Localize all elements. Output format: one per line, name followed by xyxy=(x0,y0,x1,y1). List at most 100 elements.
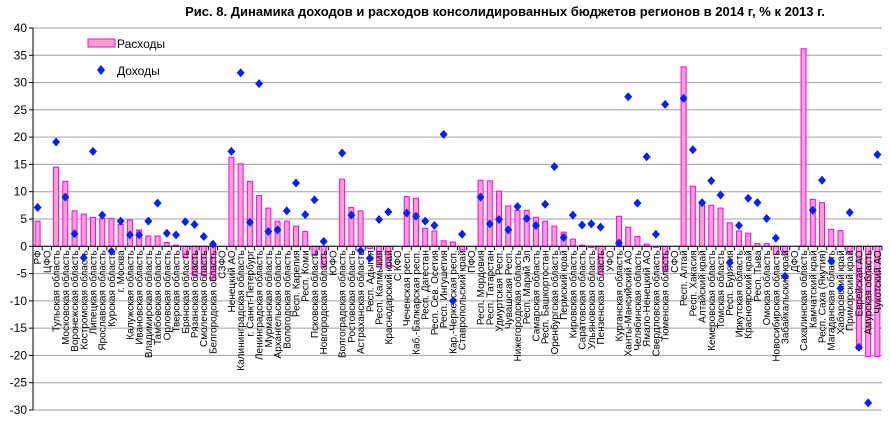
expense-bar xyxy=(237,163,244,247)
category-label: Рязанская область xyxy=(189,250,201,338)
revenue-marker xyxy=(541,199,550,209)
category-label: Ярославская область xyxy=(97,250,109,350)
revenue-marker xyxy=(698,198,707,208)
category-label: Брянская область xyxy=(180,250,192,333)
expense-bar xyxy=(440,240,447,247)
category-label: Ульяновская область xyxy=(586,250,598,349)
expense-bar xyxy=(819,202,826,247)
category-label: Респ. Карелия xyxy=(292,250,303,317)
y-tick-label: 30 xyxy=(14,76,28,90)
category-label: Респ. Бурятия xyxy=(725,250,736,315)
revenue-marker xyxy=(485,219,494,229)
category-label: г. Санкт-Петербург xyxy=(244,250,256,337)
revenue-marker xyxy=(633,198,642,208)
category-label: Респ. Ингушетия xyxy=(439,250,450,328)
category-label: Тамбовская область xyxy=(152,250,164,345)
category-label: Новосибирская область xyxy=(770,250,782,361)
y-tick-label: -30 xyxy=(10,403,28,417)
revenue-marker xyxy=(70,229,79,239)
expense-bar xyxy=(459,245,466,251)
category-label: Чукотский АО xyxy=(873,250,884,314)
category-label: Московская область xyxy=(60,250,72,345)
category-label: Кировская область xyxy=(567,250,579,338)
revenue-marker xyxy=(716,190,725,200)
category-label: С КФО xyxy=(393,250,404,281)
gridlines xyxy=(33,27,882,411)
category-label: Свердловская область xyxy=(650,250,662,356)
expense-bar xyxy=(735,230,742,247)
category-label: РФ xyxy=(33,250,44,265)
category-label: Магаданская область xyxy=(826,250,838,350)
category-label: СЗФО xyxy=(218,250,229,279)
revenue-marker xyxy=(162,228,171,238)
revenue-marker xyxy=(854,342,863,352)
revenue-marker xyxy=(513,201,522,211)
category-label: Псковская область xyxy=(309,250,321,338)
y-tick-label: 35 xyxy=(14,48,28,62)
revenue-marker xyxy=(88,146,97,156)
category-label: Респ. Башкортостан xyxy=(541,250,552,344)
revenue-marker xyxy=(301,210,310,220)
category-label: Саратовская область xyxy=(577,250,589,349)
category-label: Томская область xyxy=(715,250,727,328)
expense-bar xyxy=(71,210,78,247)
revenue-marker xyxy=(245,217,254,227)
category-label: Каб.-Балкарская респ. xyxy=(410,250,422,355)
category-label: Архангельская область xyxy=(272,250,284,358)
category-label: УФО xyxy=(605,250,616,272)
expense-bar xyxy=(62,180,69,247)
category-label: Респ. Сев. Осетия xyxy=(430,250,441,335)
x-axis xyxy=(32,245,883,251)
expense-bar xyxy=(403,196,410,247)
revenue-marker xyxy=(753,198,762,208)
category-label: Омская область xyxy=(761,250,773,325)
category-label: Респ. Коми xyxy=(301,250,312,302)
revenue-marker xyxy=(448,296,457,306)
expense-bar xyxy=(800,48,807,247)
category-label: Иркутская область xyxy=(733,250,745,337)
y-axis: 40 35 30 25 20 15 10 5 0 -5 -10 -15 -20 -25 -30 xyxy=(10,21,34,417)
revenue-marker xyxy=(172,230,181,240)
category-label: Смоленская область xyxy=(198,250,210,347)
y-tick-label: 20 xyxy=(14,130,28,144)
category-label: Ростовская область xyxy=(346,250,358,342)
revenue-marker xyxy=(375,215,384,225)
y-tick-label: 40 xyxy=(14,21,28,35)
category-label: Красноярский край xyxy=(744,250,755,338)
revenue-marker xyxy=(255,79,264,89)
revenue-marker xyxy=(495,215,504,225)
category-label: Нижегородская область xyxy=(512,250,524,361)
category-label: Ивановская область xyxy=(134,250,146,345)
y-tick-label: -10 xyxy=(10,294,28,308)
revenue-marker xyxy=(651,229,660,239)
category-label: Оренбургская область xyxy=(549,250,561,354)
revenue-marker xyxy=(707,176,716,186)
revenue-marker xyxy=(845,207,854,217)
category-label: ЦФО xyxy=(42,250,53,273)
legend-swatch-expenses xyxy=(87,38,116,48)
revenue-marker xyxy=(356,246,365,256)
category-label: Астраханская область xyxy=(355,250,367,354)
category-label: Калужская область xyxy=(124,250,136,339)
category-label: Еврейская АО xyxy=(854,250,865,316)
y-tick-label: 0 xyxy=(20,239,27,253)
category-label: Кемеровская область xyxy=(706,250,718,351)
revenue-marker xyxy=(827,256,836,266)
expense-bar xyxy=(246,180,253,247)
expense-bar xyxy=(89,216,96,247)
expense-bar xyxy=(283,220,290,247)
revenue-marker xyxy=(476,192,485,202)
expense-bar xyxy=(412,197,419,247)
category-label: Ямало-Ненецкий АО xyxy=(642,250,653,347)
expense-bar xyxy=(145,235,152,247)
category-label: Респ. Адыгея xyxy=(365,250,376,312)
expense-bar xyxy=(477,179,484,247)
y-tick-label: 25 xyxy=(14,103,28,117)
revenue-marker xyxy=(338,148,347,158)
revenue-marker xyxy=(762,213,771,223)
revenue-marker xyxy=(458,229,467,239)
category-label: ДФО xyxy=(790,250,801,272)
revenue-marker xyxy=(107,246,116,256)
revenue-marker xyxy=(264,227,273,237)
revenue-marker xyxy=(522,213,531,223)
